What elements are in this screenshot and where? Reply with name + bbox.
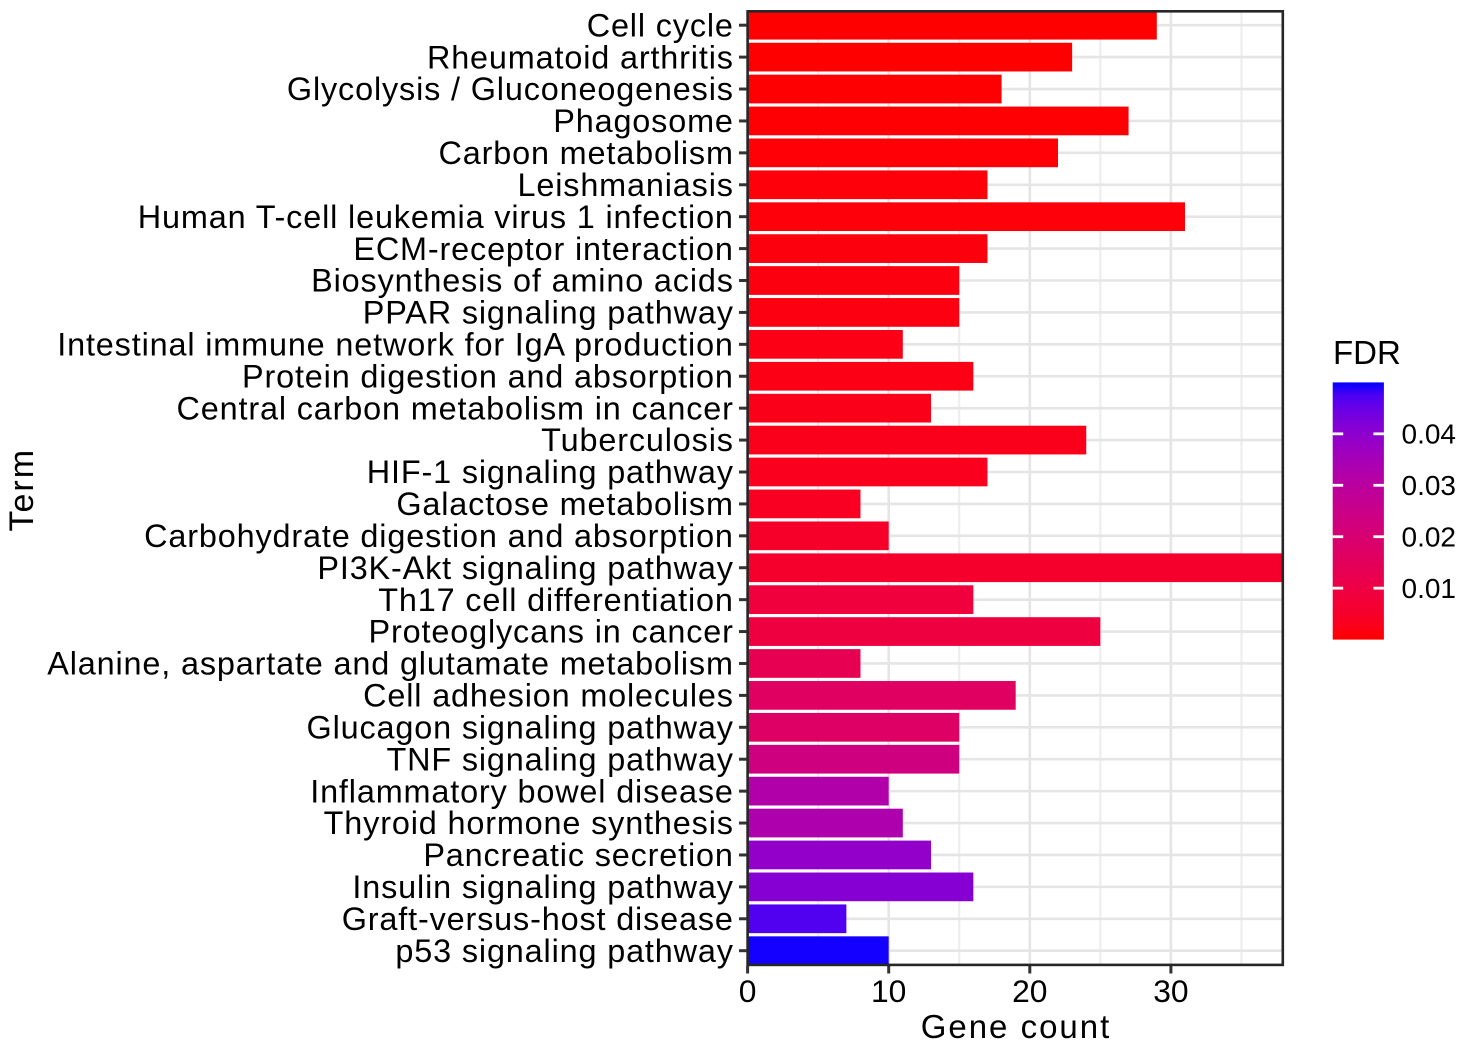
svg-text:0.03: 0.03	[1402, 470, 1457, 501]
svg-text:Glycolysis / Gluconeogenesis: Glycolysis / Gluconeogenesis	[287, 71, 734, 107]
svg-text:Thyroid hormone synthesis: Thyroid hormone synthesis	[324, 805, 734, 841]
svg-text:ECM-receptor interaction: ECM-receptor interaction	[353, 231, 733, 267]
svg-text:Pancreatic secretion: Pancreatic secretion	[423, 837, 733, 873]
svg-text:30: 30	[1153, 973, 1188, 1009]
svg-text:10: 10	[871, 973, 906, 1009]
svg-text:0.04: 0.04	[1402, 418, 1457, 449]
svg-text:0.02: 0.02	[1402, 521, 1457, 552]
svg-text:Glucagon signaling pathway: Glucagon signaling pathway	[307, 709, 734, 745]
svg-text:Central carbon metabolism in c: Central carbon metabolism in cancer	[177, 390, 734, 426]
svg-text:Term: Term	[3, 448, 41, 532]
svg-text:Biosynthesis of amino acids: Biosynthesis of amino acids	[311, 263, 734, 299]
svg-text:PPAR signaling pathway: PPAR signaling pathway	[363, 295, 734, 331]
svg-text:Insulin signaling pathway: Insulin signaling pathway	[352, 869, 733, 905]
svg-text:FDR: FDR	[1333, 334, 1401, 371]
svg-text:Proteoglycans in cancer: Proteoglycans in cancer	[369, 614, 734, 650]
svg-text:20: 20	[1012, 973, 1047, 1009]
svg-text:Human T-cell leukemia virus 1: Human T-cell leukemia virus 1 infection	[138, 199, 734, 235]
svg-text:Inflammatory bowel disease: Inflammatory bowel disease	[310, 773, 734, 809]
svg-text:TNF signaling pathway: TNF signaling pathway	[386, 741, 733, 777]
svg-text:0.01: 0.01	[1402, 573, 1457, 604]
svg-text:Rheumatoid arthritis: Rheumatoid arthritis	[427, 39, 734, 75]
svg-text:Tuberculosis: Tuberculosis	[541, 422, 734, 458]
svg-text:Cell cycle: Cell cycle	[587, 7, 734, 43]
svg-text:Cell adhesion molecules: Cell adhesion molecules	[363, 678, 734, 714]
svg-text:Alanine, aspartate and glutama: Alanine, aspartate and glutamate metabol…	[47, 646, 734, 682]
svg-text:HIF-1 signaling pathway: HIF-1 signaling pathway	[367, 454, 734, 490]
svg-text:0: 0	[739, 973, 757, 1009]
svg-text:Phagosome: Phagosome	[553, 103, 734, 139]
svg-text:PI3K-Akt signaling pathway: PI3K-Akt signaling pathway	[317, 550, 733, 586]
svg-text:Carbohydrate digestion and abs: Carbohydrate digestion and absorption	[144, 518, 734, 554]
svg-text:Leishmaniasis: Leishmaniasis	[518, 167, 734, 203]
svg-text:Th17 cell differentiation: Th17 cell differentiation	[378, 582, 734, 618]
svg-text:Gene count: Gene count	[921, 1008, 1112, 1045]
svg-text:Galactose metabolism: Galactose metabolism	[396, 486, 733, 522]
svg-text:Protein digestion and absorpti: Protein digestion and absorption	[242, 358, 734, 394]
svg-text:Carbon metabolism: Carbon metabolism	[439, 135, 734, 171]
svg-text:Intestinal immune network for: Intestinal immune network for IgA produc…	[57, 326, 734, 362]
svg-text:Graft-versus-host disease: Graft-versus-host disease	[342, 901, 734, 937]
svg-text:p53 signaling pathway: p53 signaling pathway	[395, 933, 733, 969]
